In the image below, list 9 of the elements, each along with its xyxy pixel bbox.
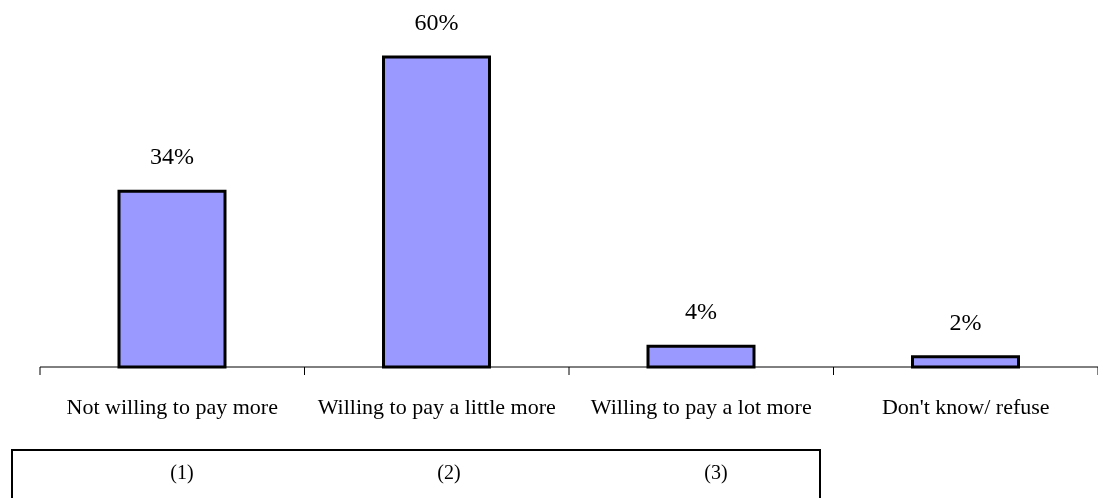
data-label: 2% bbox=[949, 308, 982, 335]
x-tick-label: Willing to pay a little more bbox=[317, 393, 556, 419]
data-label: 4% bbox=[685, 298, 717, 325]
label-box: (1) (2) (3) bbox=[11, 449, 821, 498]
x-tick-label: Willing to pay a lot more bbox=[590, 393, 812, 419]
data-label: 34% bbox=[150, 143, 194, 170]
x-tick-label: Don't know/ refuse bbox=[881, 393, 1050, 419]
x-tick-label: Not willing to pay more bbox=[66, 393, 278, 419]
data-label: 60% bbox=[414, 9, 459, 35]
